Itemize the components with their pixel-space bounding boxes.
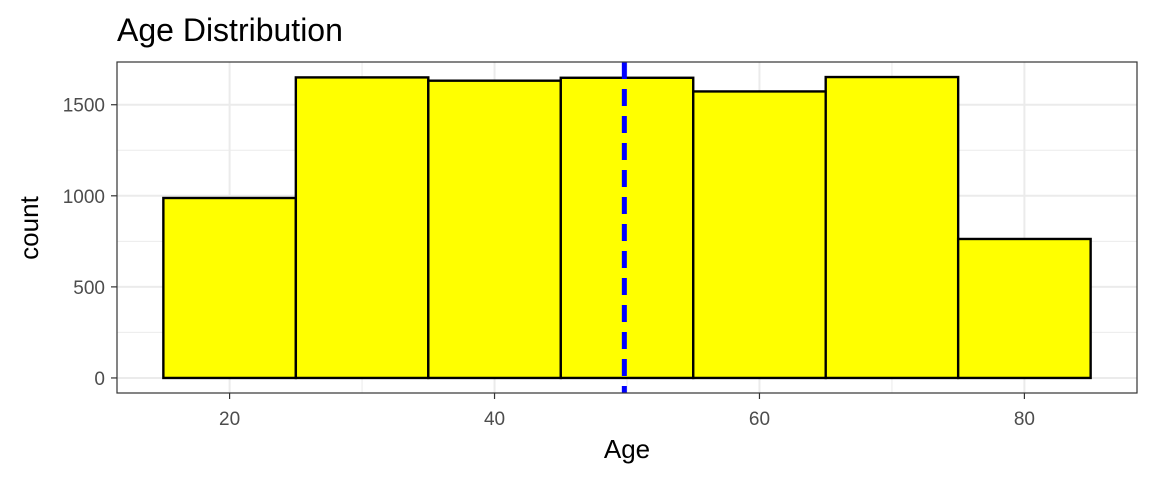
x-tick-label: 40 — [484, 409, 505, 430]
histogram-bar-6 — [956, 237, 1092, 380]
y-axis: 0 500 1000 1500 — [63, 96, 117, 390]
x-tick-label: 20 — [219, 409, 240, 430]
histogram-bar-2 — [427, 79, 562, 380]
y-tick-label: 1500 — [63, 96, 105, 117]
plot-panel — [116, 61, 1138, 394]
x-tick-label: 60 — [749, 409, 770, 430]
histogram-bars — [162, 75, 1092, 380]
y-tick-label: 1000 — [63, 187, 105, 208]
histogram-bar-1 — [294, 76, 430, 380]
x-tick-label: 80 — [1014, 409, 1035, 430]
x-axis-title: Age — [604, 434, 650, 464]
panel-border — [116, 61, 1138, 394]
histogram-bar-3 — [559, 76, 695, 380]
y-tick-label: 500 — [73, 278, 105, 299]
histogram-bar-5 — [824, 75, 960, 380]
y-axis-title: count — [14, 195, 44, 259]
y-tick-label: 0 — [94, 369, 105, 390]
x-axis: 20 40 60 80 — [219, 393, 1035, 430]
histogram-bar-4 — [692, 90, 827, 380]
chart-title: Age Distribution — [117, 12, 343, 48]
histogram-bar-0 — [162, 196, 298, 380]
